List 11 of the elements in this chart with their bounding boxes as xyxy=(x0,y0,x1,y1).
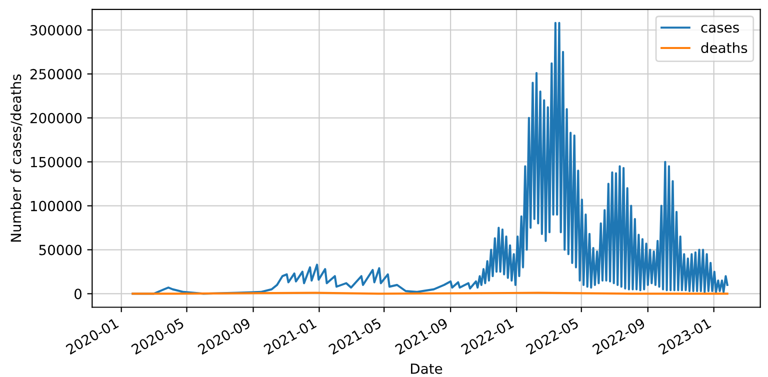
y-tick-label: 0 xyxy=(74,288,82,300)
y-tick-label: 150000 xyxy=(30,156,82,168)
y-tick-label: 50000 xyxy=(39,244,82,256)
legend-label: cases xyxy=(701,24,739,33)
x-axis-title: Date xyxy=(411,364,442,374)
y-tick-label: 250000 xyxy=(30,68,82,80)
legend-label: deaths xyxy=(701,42,748,54)
y-tick-label: 200000 xyxy=(30,112,82,124)
y-tick-label: 300000 xyxy=(30,24,82,36)
y-axis-title: Number of cases/deaths xyxy=(10,74,22,242)
y-tick-label: 100000 xyxy=(30,200,82,212)
